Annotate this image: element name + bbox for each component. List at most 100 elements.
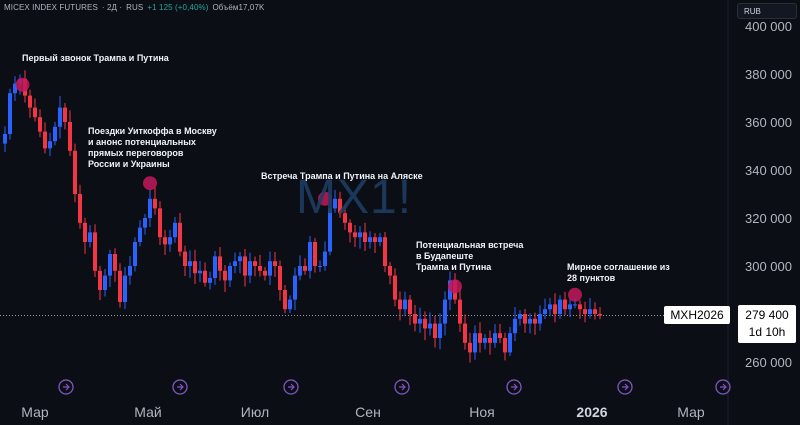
x-tick-label: Мар bbox=[21, 404, 49, 420]
candle bbox=[193, 249, 197, 285]
candle bbox=[3, 126, 7, 152]
candle bbox=[8, 88, 12, 140]
candle bbox=[248, 252, 252, 284]
candle bbox=[48, 132, 52, 157]
candle bbox=[78, 184, 82, 229]
candle bbox=[188, 250, 192, 278]
event-marker-icon[interactable] bbox=[283, 379, 299, 395]
candle bbox=[268, 251, 272, 286]
candle bbox=[413, 304, 417, 332]
candle bbox=[533, 312, 537, 335]
annotation-first-call: Первый звонок Трампа и Путина bbox=[22, 53, 169, 63]
volume: Объём17,07K bbox=[212, 3, 265, 12]
event-marker-icon[interactable] bbox=[506, 379, 522, 395]
candle bbox=[278, 260, 282, 301]
annotation-marker[interactable] bbox=[448, 279, 462, 294]
candle bbox=[98, 265, 102, 301]
candle bbox=[223, 264, 227, 293]
candle bbox=[113, 248, 117, 282]
candle bbox=[438, 313, 442, 350]
y-tick-label: 320 000 bbox=[745, 211, 792, 226]
candle bbox=[558, 295, 562, 319]
candle bbox=[563, 291, 567, 315]
candle bbox=[83, 217, 87, 254]
event-marker-icon[interactable] bbox=[715, 379, 731, 395]
x-tick-label: Мар bbox=[677, 404, 705, 420]
y-tick-label: 380 000 bbox=[745, 67, 792, 82]
candle bbox=[498, 323, 502, 344]
candle bbox=[213, 250, 217, 285]
candle bbox=[548, 297, 552, 317]
candle bbox=[283, 284, 287, 314]
symbol-name[interactable]: MICEX INDEX FUTURES bbox=[4, 3, 98, 12]
candle bbox=[313, 237, 317, 273]
candle bbox=[353, 225, 357, 248]
candle bbox=[538, 305, 542, 331]
y-tick-label: 400 000 bbox=[745, 19, 792, 34]
candle bbox=[233, 252, 237, 274]
candle bbox=[258, 254, 262, 277]
candle bbox=[58, 96, 62, 139]
event-marker-icon[interactable] bbox=[172, 379, 188, 395]
candle bbox=[323, 241, 327, 271]
candle bbox=[493, 324, 497, 348]
price-change: +1 125 (+0,40%) bbox=[147, 3, 209, 12]
candle bbox=[383, 232, 387, 273]
candle bbox=[303, 258, 307, 275]
candle bbox=[128, 256, 132, 285]
candle bbox=[473, 325, 477, 360]
event-marker-icon[interactable] bbox=[58, 379, 74, 395]
candle bbox=[13, 76, 17, 102]
candle bbox=[158, 201, 162, 245]
candle bbox=[378, 232, 382, 247]
candle bbox=[343, 205, 347, 230]
last-price-tag: 279 400 1d 10h bbox=[738, 305, 796, 343]
candle bbox=[398, 291, 402, 321]
annotation-marker[interactable] bbox=[143, 176, 157, 191]
candle bbox=[338, 191, 342, 218]
candle bbox=[173, 216, 177, 243]
candle bbox=[273, 252, 277, 277]
annotation-marker[interactable] bbox=[318, 191, 332, 206]
interval[interactable]: · 2Д · bbox=[101, 3, 123, 12]
candle bbox=[543, 298, 547, 320]
candle bbox=[478, 322, 482, 353]
candle bbox=[238, 252, 242, 274]
candle bbox=[133, 237, 137, 272]
event-marker-icon[interactable] bbox=[617, 379, 633, 395]
candle bbox=[503, 332, 507, 361]
exchange: RUS bbox=[126, 3, 144, 12]
annotation-marker[interactable] bbox=[568, 287, 582, 302]
candle bbox=[73, 143, 77, 203]
candle bbox=[428, 312, 432, 336]
candle bbox=[288, 295, 292, 313]
candle bbox=[298, 255, 302, 281]
event-marker-icon[interactable] bbox=[394, 379, 410, 395]
candle bbox=[178, 212, 182, 257]
candle bbox=[143, 213, 147, 235]
candle bbox=[578, 300, 582, 320]
candle bbox=[163, 229, 167, 256]
currency-button[interactable]: RUB bbox=[737, 3, 797, 19]
candle bbox=[463, 314, 467, 350]
candle bbox=[368, 231, 372, 249]
candle bbox=[318, 260, 322, 273]
annotation-alaska-meeting: Встреча Трампа и Путина на Аляске bbox=[261, 171, 423, 181]
candle bbox=[388, 262, 392, 285]
annotation-marker[interactable] bbox=[15, 77, 30, 92]
candle bbox=[293, 267, 297, 311]
candle bbox=[68, 110, 72, 156]
candle bbox=[168, 229, 172, 252]
candle bbox=[483, 333, 487, 350]
y-tick-label: 340 000 bbox=[745, 163, 792, 178]
candle bbox=[588, 298, 592, 319]
candle bbox=[508, 326, 512, 357]
candle bbox=[598, 307, 602, 320]
x-tick-label: Сен bbox=[355, 404, 381, 420]
candle bbox=[93, 224, 97, 278]
candle bbox=[553, 293, 557, 323]
candle bbox=[123, 266, 127, 309]
candle bbox=[153, 187, 157, 215]
candle bbox=[583, 301, 587, 323]
